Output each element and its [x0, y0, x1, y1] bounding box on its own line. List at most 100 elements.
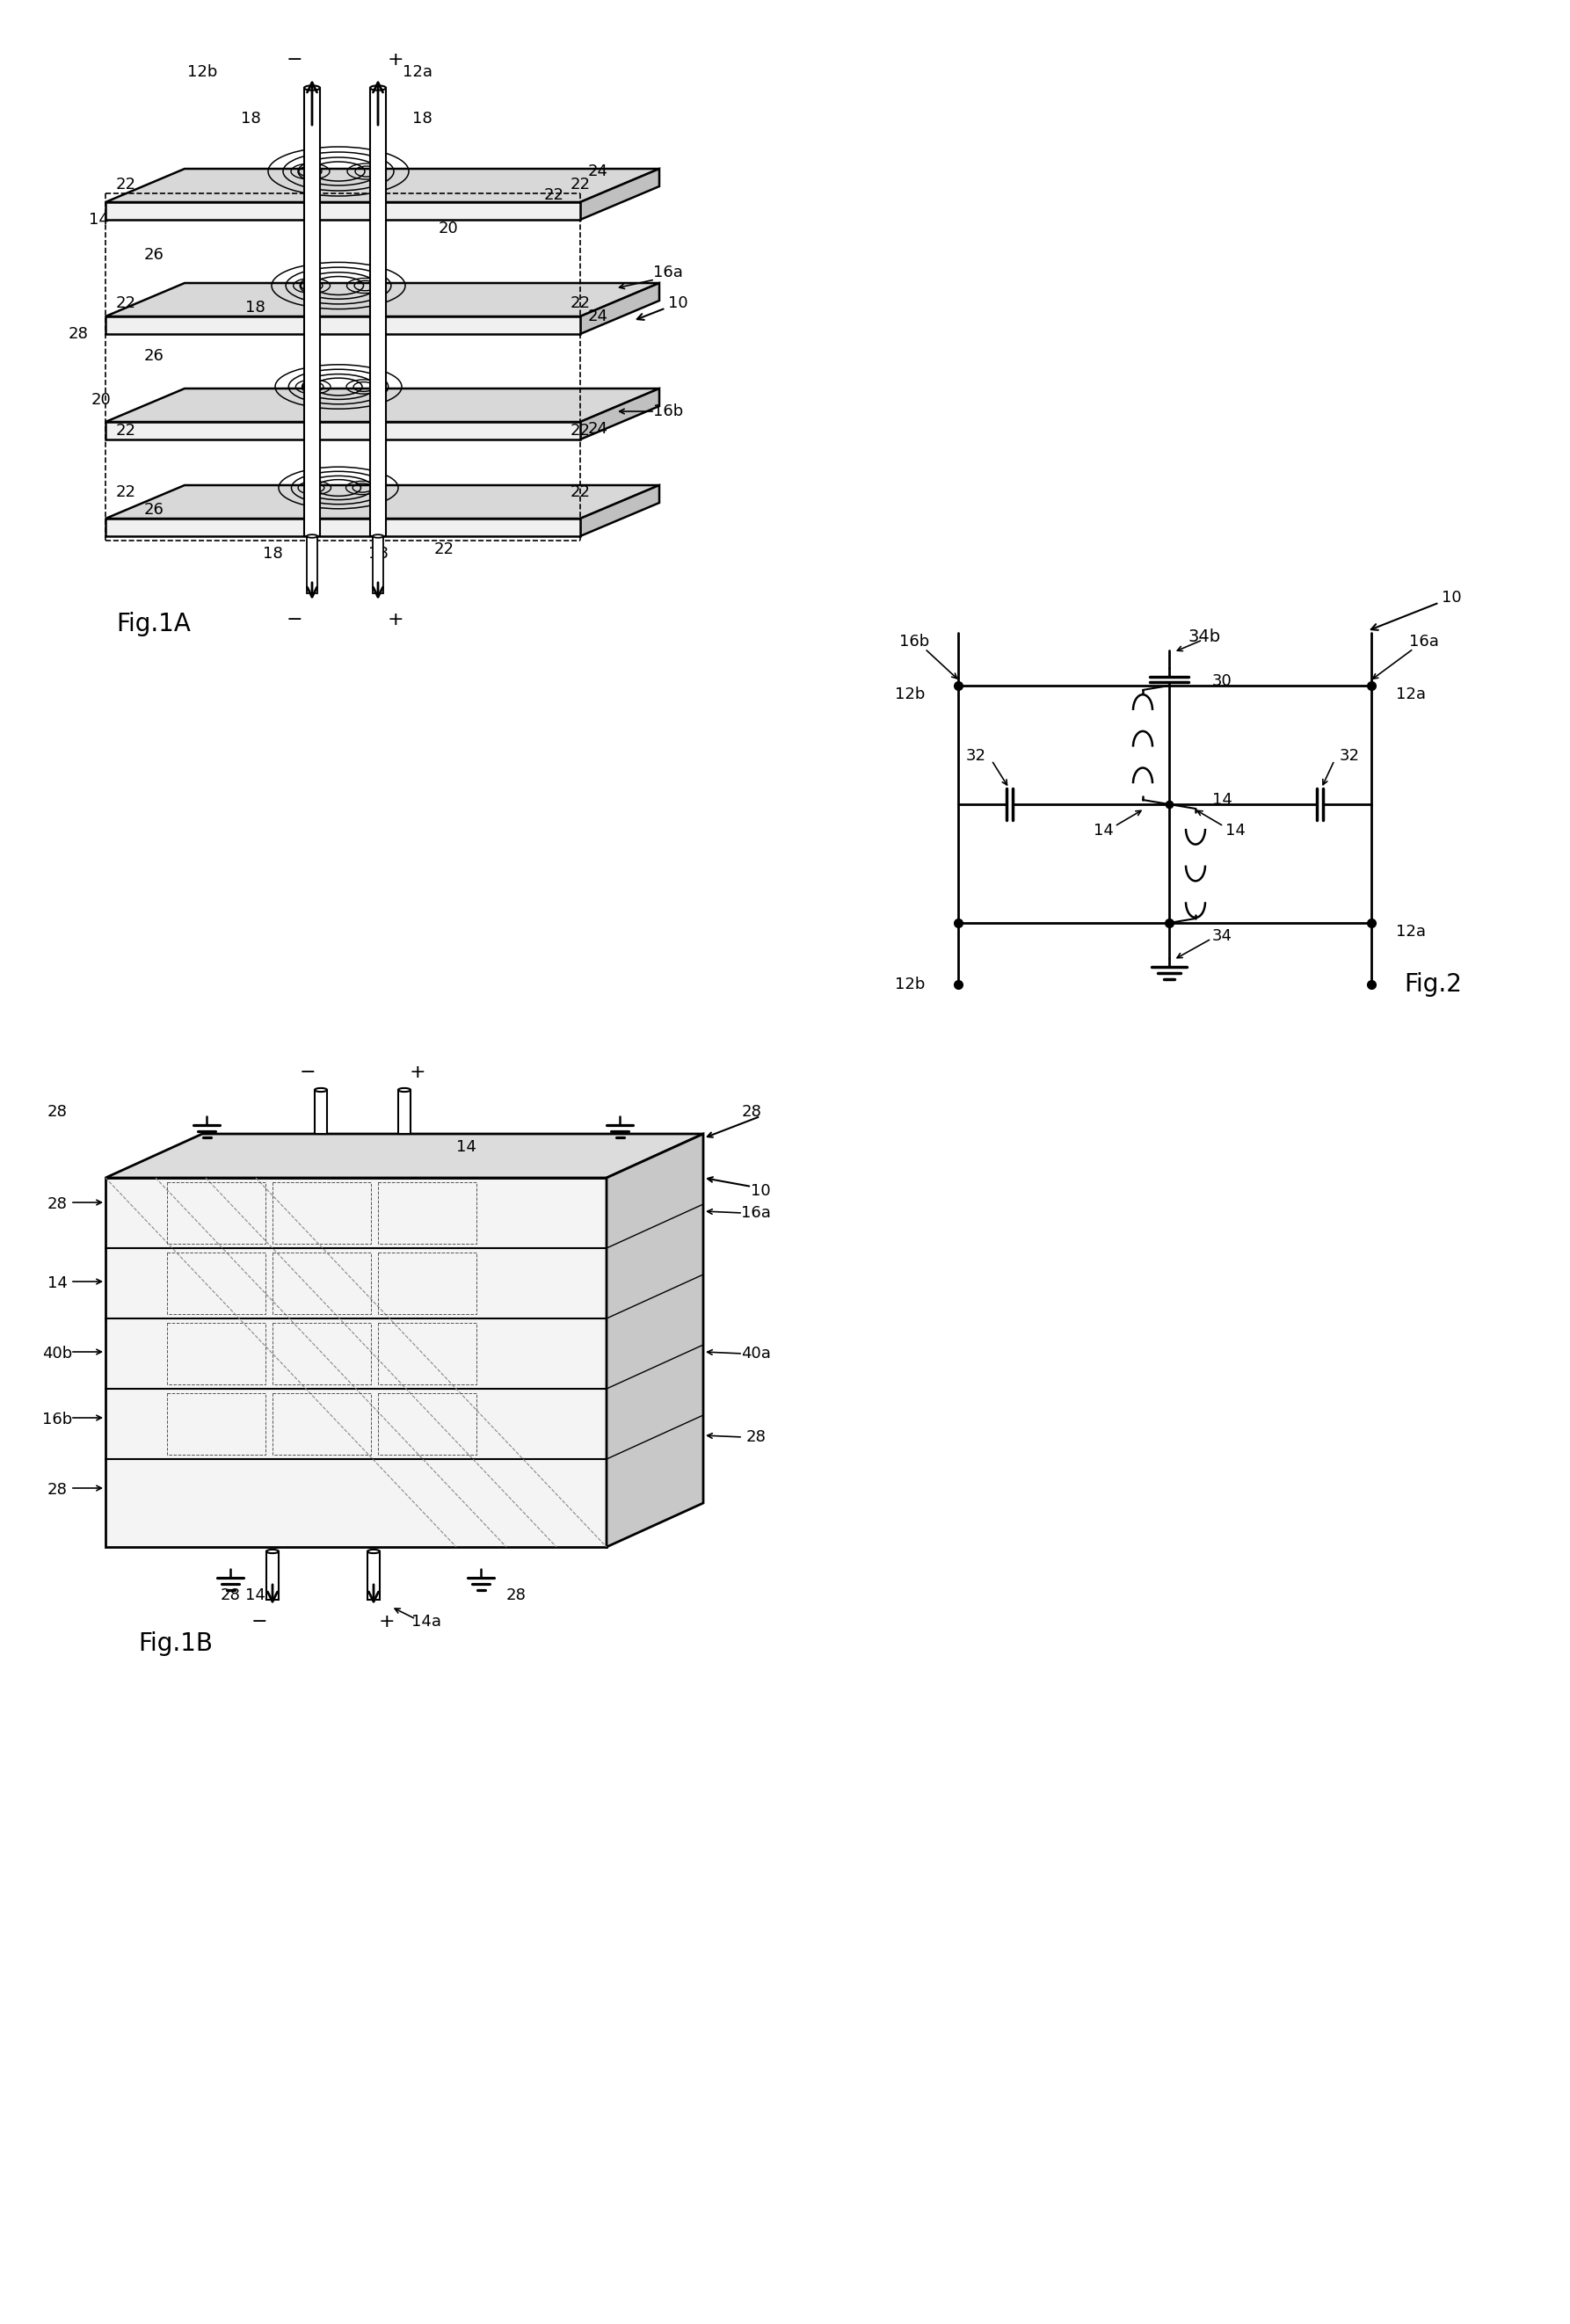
Text: 14a: 14a — [411, 1613, 441, 1629]
Text: 34b: 34b — [1188, 630, 1220, 646]
Text: −: − — [286, 51, 303, 70]
Bar — [306, 537, 317, 593]
Polygon shape — [105, 170, 659, 202]
Text: 12b: 12b — [895, 976, 925, 992]
Text: 22: 22 — [116, 295, 137, 311]
Text: 40a: 40a — [741, 1346, 771, 1362]
Text: 10: 10 — [637, 295, 688, 321]
Text: Fig.1B: Fig.1B — [138, 1631, 214, 1657]
Bar — [367, 1552, 380, 1599]
Bar — [105, 316, 581, 335]
Text: 14: 14 — [455, 1139, 476, 1155]
Bar — [105, 1178, 606, 1548]
Polygon shape — [606, 1134, 703, 1548]
Bar — [378, 1392, 476, 1455]
Bar — [105, 518, 581, 537]
Text: 22: 22 — [116, 423, 137, 439]
Polygon shape — [581, 486, 659, 537]
Text: 18: 18 — [240, 112, 261, 125]
Text: 12a: 12a — [1396, 686, 1426, 702]
Text: 10: 10 — [750, 1183, 771, 1199]
Bar — [105, 423, 581, 439]
Text: 22: 22 — [570, 177, 590, 193]
Polygon shape — [581, 170, 659, 221]
Text: +: + — [410, 1064, 425, 1081]
Text: 28: 28 — [746, 1429, 766, 1446]
Bar — [273, 1392, 371, 1455]
Text: +: + — [388, 51, 403, 70]
Text: 28: 28 — [47, 1197, 68, 1213]
Text: 16a: 16a — [741, 1206, 771, 1220]
Ellipse shape — [305, 86, 320, 91]
Bar — [267, 1552, 278, 1599]
Text: 22: 22 — [116, 177, 137, 193]
Bar — [273, 1322, 371, 1385]
Ellipse shape — [306, 535, 317, 537]
Bar — [305, 88, 320, 537]
Polygon shape — [105, 388, 659, 423]
Text: 12a: 12a — [1396, 925, 1426, 939]
Text: 16b: 16b — [42, 1411, 72, 1427]
Bar — [314, 1090, 327, 1134]
Text: +: + — [378, 1613, 396, 1631]
Polygon shape — [105, 486, 659, 518]
Text: 40b: 40b — [42, 1346, 72, 1362]
Text: +: + — [388, 611, 403, 627]
Polygon shape — [581, 284, 659, 335]
Ellipse shape — [399, 1088, 410, 1092]
Text: 12b: 12b — [895, 686, 925, 702]
Text: 22: 22 — [116, 483, 137, 500]
Bar — [273, 1183, 371, 1243]
Bar — [378, 1322, 476, 1385]
Text: 32: 32 — [1339, 748, 1360, 765]
Text: 32: 32 — [966, 748, 986, 765]
Text: −: − — [300, 1064, 316, 1081]
Text: 28: 28 — [220, 1587, 240, 1604]
Bar — [105, 202, 581, 221]
Text: 22: 22 — [570, 295, 590, 311]
Text: 22: 22 — [433, 541, 454, 558]
Text: 22: 22 — [543, 188, 564, 202]
Text: 34: 34 — [1212, 927, 1232, 944]
Text: 16a: 16a — [1410, 634, 1440, 651]
Text: 20: 20 — [438, 221, 458, 237]
Polygon shape — [105, 284, 659, 316]
Text: 24: 24 — [587, 421, 608, 437]
Text: 22: 22 — [570, 423, 590, 439]
Text: 24: 24 — [587, 309, 608, 325]
Text: 14: 14 — [47, 1276, 68, 1292]
Text: 16b: 16b — [900, 634, 929, 651]
Text: 20: 20 — [91, 393, 111, 407]
Text: 14: 14 — [1093, 823, 1113, 839]
Text: 28: 28 — [68, 325, 88, 342]
Ellipse shape — [267, 1550, 278, 1552]
Text: 16a: 16a — [653, 265, 683, 281]
Text: −: − — [251, 1613, 267, 1631]
Text: 18: 18 — [262, 546, 283, 562]
Text: 12b: 12b — [187, 65, 217, 79]
Bar — [166, 1183, 265, 1243]
Bar — [378, 1183, 476, 1243]
Polygon shape — [581, 388, 659, 439]
Text: 14: 14 — [1225, 823, 1245, 839]
Text: 14: 14 — [88, 211, 108, 228]
Text: 26: 26 — [144, 502, 163, 518]
Text: 24: 24 — [587, 163, 608, 179]
Text: 28: 28 — [506, 1587, 526, 1604]
Bar — [399, 1090, 410, 1134]
Bar — [166, 1392, 265, 1455]
Text: 28: 28 — [47, 1104, 68, 1120]
Bar — [372, 537, 383, 593]
Text: 10: 10 — [1371, 590, 1462, 630]
Text: 14: 14 — [245, 1587, 265, 1604]
Ellipse shape — [314, 1088, 327, 1092]
Bar — [166, 1322, 265, 1385]
Text: 22: 22 — [570, 483, 590, 500]
Text: 18: 18 — [367, 546, 388, 562]
Text: −: − — [286, 611, 303, 627]
Text: Fig.1A: Fig.1A — [116, 611, 192, 637]
Text: 16b: 16b — [653, 404, 683, 418]
Bar — [378, 1253, 476, 1313]
Ellipse shape — [367, 1550, 380, 1552]
Text: 30: 30 — [1212, 674, 1232, 690]
